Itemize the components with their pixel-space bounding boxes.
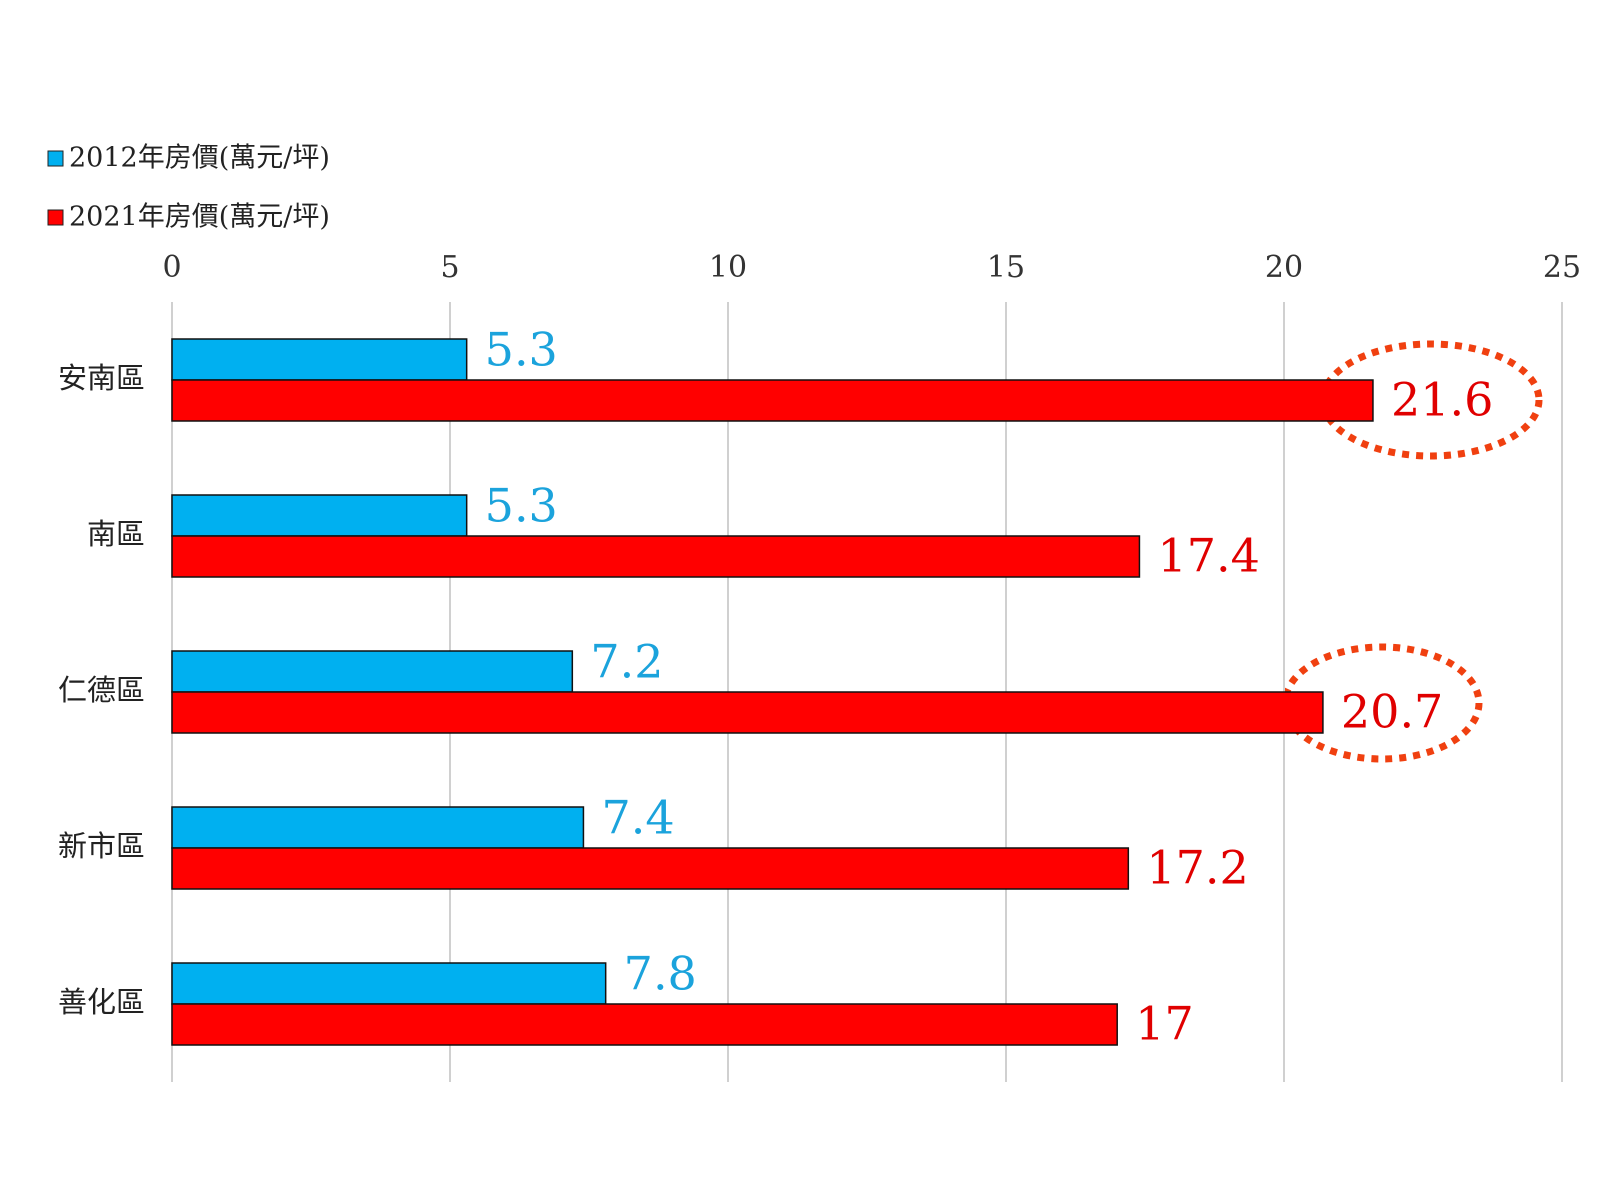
bar	[171, 847, 1130, 890]
x-tick-label: 25	[1543, 250, 1581, 285]
data-label: 7.4	[601, 791, 674, 845]
bar	[171, 806, 585, 849]
x-tick-label: 15	[987, 250, 1025, 285]
data-label: 7.8	[624, 947, 697, 1001]
data-label: 20.7	[1341, 685, 1443, 739]
legend-swatch	[47, 209, 64, 226]
bar	[171, 691, 1324, 734]
data-label: 17.4	[1157, 529, 1259, 583]
bar	[171, 494, 468, 537]
bar	[171, 1003, 1118, 1046]
highlight-ellipse	[1319, 340, 1543, 460]
y-tick-label: 新市區	[58, 829, 145, 863]
y-tick-label: 安南區	[58, 361, 145, 395]
bar	[171, 650, 574, 693]
bar	[171, 379, 1374, 422]
bar	[171, 338, 468, 381]
x-tick-label: 0	[162, 250, 181, 285]
y-tick-label: 仁德區	[58, 673, 145, 707]
data-label: 5.3	[485, 323, 558, 377]
data-label: 5.3	[485, 479, 558, 533]
x-tick-label: 10	[709, 250, 747, 285]
data-label: 21.6	[1391, 373, 1493, 427]
legend-label: 2021年房價(萬元/坪)	[69, 202, 330, 233]
y-tick-label: 善化區	[58, 985, 145, 1019]
data-label: 17	[1135, 997, 1194, 1051]
x-tick-label: 20	[1265, 250, 1303, 285]
x-tick-label: 5	[440, 250, 459, 285]
bar	[171, 962, 607, 1005]
legend-swatch	[47, 150, 64, 167]
legend-label: 2012年房價(萬元/坪)	[69, 143, 330, 174]
data-label: 17.2	[1146, 841, 1248, 895]
y-tick-label: 南區	[87, 517, 145, 551]
bar	[171, 535, 1141, 578]
data-label: 7.2	[590, 635, 663, 689]
